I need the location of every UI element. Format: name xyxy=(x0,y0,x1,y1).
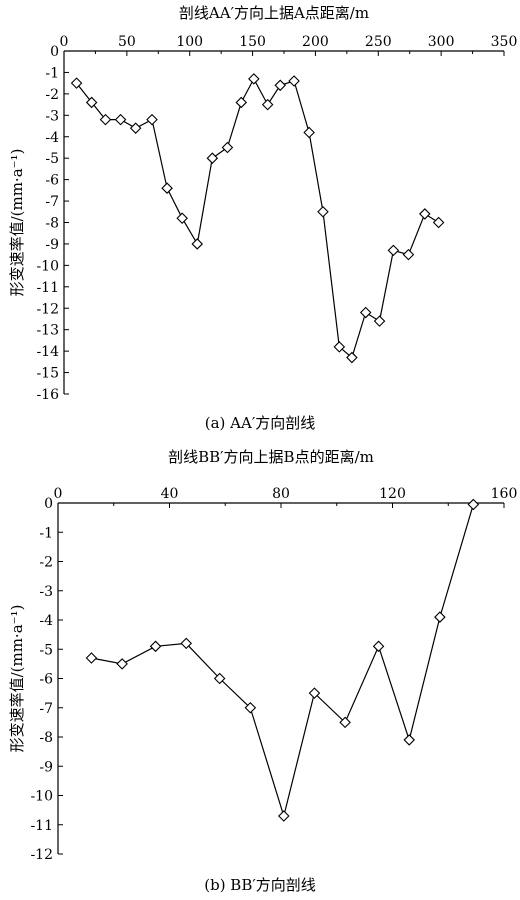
y-tick-label: -10 xyxy=(36,258,59,274)
y-tick-label: -8 xyxy=(39,730,53,746)
chart-a: 0 50 100 150 200 250 300 3500-1-2-3-4-5-6-7-8-9… xyxy=(8,4,517,432)
x-tick-label: 250 xyxy=(365,34,392,50)
data-point xyxy=(339,716,351,729)
data-point xyxy=(244,701,257,714)
y-tick-label: -2 xyxy=(45,87,59,103)
data-point xyxy=(317,206,329,218)
data-point xyxy=(373,315,386,327)
data-point xyxy=(274,79,287,92)
chart-caption: (b) BB′方向剖线 xyxy=(204,876,316,894)
x-tick-label: 0 xyxy=(60,34,69,50)
data-point xyxy=(278,810,290,822)
data-point xyxy=(180,637,193,650)
series-line xyxy=(91,504,474,819)
data-point xyxy=(419,208,431,220)
x-axis-title: 剖线BB′方向上据B点的距离/m xyxy=(168,448,374,466)
x-tick-label: 150 xyxy=(239,34,266,50)
y-tick-label: -6 xyxy=(45,173,59,189)
data-point xyxy=(191,238,204,250)
data-point xyxy=(70,77,83,89)
y-tick-label: -3 xyxy=(39,584,53,600)
data-point xyxy=(176,212,188,224)
data-point xyxy=(387,244,400,257)
x-tick-label: 40 xyxy=(161,486,179,502)
data-point xyxy=(99,113,112,126)
y-tick-label: 0 xyxy=(50,44,59,60)
data-point xyxy=(129,122,142,134)
data-point xyxy=(114,113,127,126)
data-point xyxy=(116,658,128,670)
x-tick-label: 200 xyxy=(302,34,329,50)
chart-b: 0 40 80 120 160 0 -1 -2 -3 -4 -5 -6 -7 -8 -9 -10 -11 -12 剖… xyxy=(8,448,517,894)
y-tick-label: -4 xyxy=(45,130,59,146)
data-point xyxy=(402,248,415,261)
y-tick-label: -10 xyxy=(30,789,53,805)
y-tick-label: -8 xyxy=(45,216,59,232)
y-tick-label: -1 xyxy=(45,65,59,81)
data-point xyxy=(359,306,372,319)
y-tick-label: 0 xyxy=(44,496,53,512)
data-point xyxy=(85,96,98,109)
y-tick-label: -1 xyxy=(39,525,53,541)
data-point xyxy=(372,640,385,653)
data-point xyxy=(261,98,274,111)
x-tick-label: 100 xyxy=(176,34,203,50)
y-tick-label: -15 xyxy=(36,366,59,382)
data-point xyxy=(333,341,346,353)
x-tick-label: 50 xyxy=(118,34,136,50)
y-tick-label: -9 xyxy=(39,759,53,775)
y-tick-label: -7 xyxy=(39,701,53,717)
y-axis-title: 形变速率值/(mm·a⁻¹) xyxy=(8,605,26,753)
data-point xyxy=(432,216,445,229)
data-point xyxy=(149,640,162,653)
y-tick-label: -3 xyxy=(45,108,59,124)
data-point xyxy=(213,672,226,685)
data-point xyxy=(248,73,260,85)
y-axis-title: 形变速率值/(mm·a⁻¹) xyxy=(8,149,26,297)
data-point xyxy=(288,75,300,87)
x-tick-label: 0 xyxy=(54,486,63,502)
y-tick-label: -13 xyxy=(36,323,59,339)
y-tick-label: -9 xyxy=(45,237,59,253)
data-point xyxy=(303,126,315,139)
y-tick-label: -4 xyxy=(39,613,53,629)
data-point xyxy=(85,652,98,664)
data-point xyxy=(146,113,158,126)
data-point xyxy=(403,734,416,746)
y-tick-label: -5 xyxy=(45,151,59,167)
data-point xyxy=(235,96,248,109)
series-line xyxy=(76,77,439,359)
x-tick-label: 350 xyxy=(491,34,518,50)
data-point xyxy=(161,182,173,194)
data-point xyxy=(206,152,219,164)
chart-caption: (a) AA′方向剖线 xyxy=(205,414,316,432)
y-tick-label: -16 xyxy=(36,387,59,403)
x-tick-label: 160 xyxy=(491,486,518,502)
data-point xyxy=(221,141,234,154)
data-point xyxy=(346,351,358,364)
data-point xyxy=(467,498,480,511)
y-tick-label: -11 xyxy=(30,818,53,834)
y-tick-label: -14 xyxy=(36,344,59,360)
y-tick-label: -5 xyxy=(39,642,53,658)
x-tick-label: 120 xyxy=(379,486,406,502)
x-tick-label: 300 xyxy=(428,34,455,50)
y-tick-label: -12 xyxy=(36,301,59,317)
y-tick-label: -6 xyxy=(39,672,53,688)
y-tick-label: -11 xyxy=(36,280,59,296)
data-point xyxy=(434,611,446,623)
x-axis-title: 剖线AA′方向上据A点距离/m xyxy=(179,4,369,22)
x-tick-label: 80 xyxy=(272,486,290,502)
y-tick-label: -12 xyxy=(30,847,53,863)
y-tick-label: -2 xyxy=(39,555,53,571)
y-tick-label: -7 xyxy=(45,194,59,210)
data-point xyxy=(308,687,321,699)
